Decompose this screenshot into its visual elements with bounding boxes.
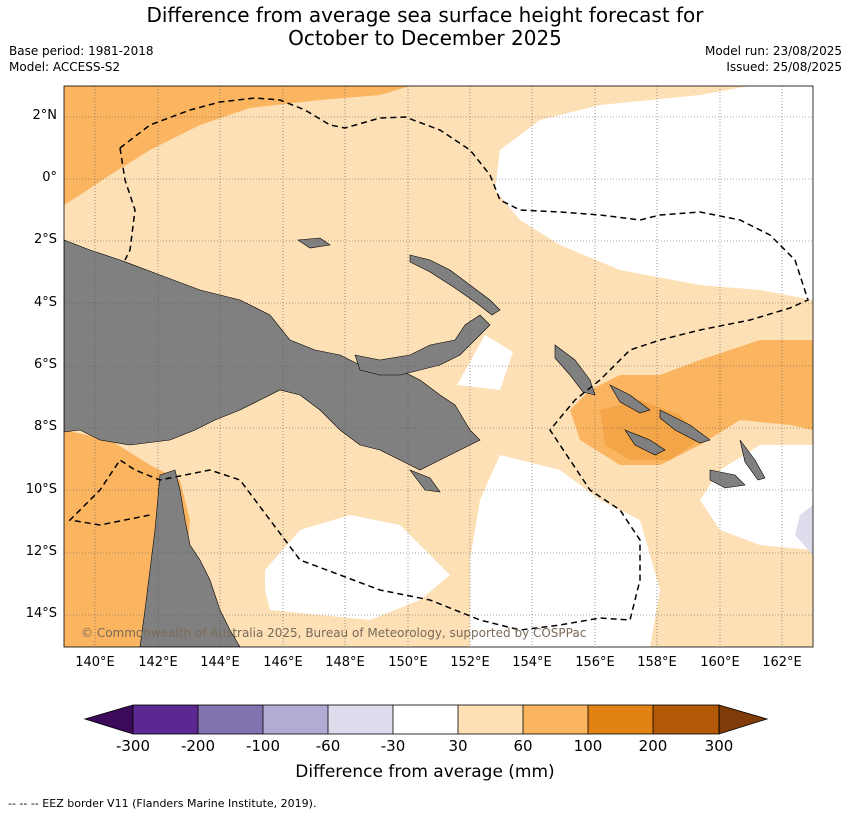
- colorbar-swatch: [653, 705, 719, 734]
- lon-label: 146°E: [263, 655, 303, 670]
- map-title: Difference from average sea surface heig…: [0, 4, 850, 50]
- colorbar-swatch: [458, 705, 523, 734]
- base-period: Base period: 1981-2018: [9, 44, 154, 58]
- lon-label: 140°E: [75, 655, 115, 670]
- lat-label: 8°S: [33, 419, 57, 434]
- colorbar-swatch: [198, 705, 263, 734]
- model-name: Model: ACCESS-S2: [9, 60, 121, 74]
- colorbar-tick: -60: [315, 737, 341, 755]
- colorbar-swatch: [588, 705, 653, 734]
- colorbar-tick: -30: [380, 737, 406, 755]
- lon-label: 158°E: [637, 655, 677, 670]
- land-bougainville: [554, 344, 596, 396]
- map-area: [64, 86, 813, 647]
- land-choiseul: [609, 384, 651, 414]
- colorbar-tick: 60: [513, 737, 533, 755]
- colorbar-swatch: [133, 705, 198, 734]
- land-new-britain: [354, 314, 491, 376]
- eez-border: [68, 97, 809, 631]
- colorbar-frame: [132, 704, 720, 735]
- lon-label: 142°E: [138, 655, 178, 670]
- meta-left: Base period: 1981-2018 Model: ACCESS-S2: [9, 43, 154, 75]
- lon-label: 144°E: [200, 655, 240, 670]
- colorbar-arrow-left: [83, 704, 134, 735]
- map-frame: [63, 85, 814, 648]
- lat-label: 4°S: [33, 295, 57, 310]
- colorbar-tick: 300: [704, 737, 734, 755]
- anomaly-60-100-north: [64, 86, 410, 205]
- colorbar-tick: 200: [638, 737, 668, 755]
- colorbar-swatch: [263, 705, 328, 734]
- land-manus: [297, 237, 331, 249]
- lon-label: 156°E: [575, 655, 615, 670]
- lat-label: 2°S: [33, 232, 57, 247]
- anomaly-negative-patch: [795, 505, 813, 555]
- lon-label: 154°E: [512, 655, 552, 670]
- issued-date: Issued: 25/08/2025: [726, 60, 842, 74]
- lat-label: 2°N: [32, 108, 58, 123]
- land-makira: [709, 469, 746, 489]
- lon-label: 152°E: [450, 655, 490, 670]
- land-malaita: [739, 439, 766, 481]
- lat-label: 12°S: [25, 544, 57, 559]
- title-line-1: Difference from average sea surface heig…: [146, 3, 704, 27]
- eez-legend-note: -- -- -- EEZ border V11 (Flanders Marine…: [8, 797, 317, 810]
- model-run: Model run: 23/08/2025: [704, 44, 842, 58]
- copyright-notice: © Commonwealth of Australia 2025, Bureau…: [81, 626, 587, 640]
- lon-label: 148°E: [325, 655, 365, 670]
- lon-label: 150°E: [388, 655, 428, 670]
- meta-right: Model run: 23/08/2025 Issued: 25/08/2025: [705, 43, 842, 75]
- title-line-2: October to December 2025: [288, 26, 562, 50]
- colorbar-tick: 30: [448, 737, 468, 755]
- anomaly-neutral-patch: [457, 335, 513, 390]
- land-santa-isabel: [659, 409, 711, 444]
- lat-label: 14°S: [25, 606, 57, 621]
- colorbar-dividers: [197, 705, 654, 734]
- colorbar-tick: -300: [115, 737, 151, 755]
- colorbar-arrow-right: [718, 704, 769, 735]
- graticule: [64, 86, 813, 647]
- colorbar: [83, 704, 769, 735]
- land-louisiade: [409, 469, 441, 493]
- colorbar-swatch: [328, 705, 393, 734]
- lon-label: 160°E: [700, 655, 740, 670]
- colorbar-tick: -100: [245, 737, 281, 755]
- colorbar-tick: 100: [573, 737, 603, 755]
- land-cape-york: [139, 469, 241, 647]
- lon-label: 162°E: [762, 655, 802, 670]
- land-new-guinea: [64, 239, 481, 471]
- land-guadalcanal: [624, 429, 666, 456]
- anomaly-60-100-core: [600, 400, 700, 460]
- colorbar-swatch: [523, 705, 588, 734]
- land-new-ireland: [409, 254, 501, 316]
- anomaly-neutral-southwest: [265, 515, 450, 620]
- anomaly-neutral-northeast: [495, 86, 813, 300]
- colorbar-title: Difference from average (mm): [295, 762, 555, 782]
- anomaly-neutral-south: [470, 455, 660, 647]
- lat-label: 10°S: [25, 482, 57, 497]
- colorbar-tick: -200: [180, 737, 216, 755]
- anomaly-neutral-east: [700, 445, 813, 550]
- colorbar-swatch: [393, 705, 458, 734]
- lat-label: 6°S: [33, 357, 57, 372]
- lat-label: 0°: [42, 170, 57, 185]
